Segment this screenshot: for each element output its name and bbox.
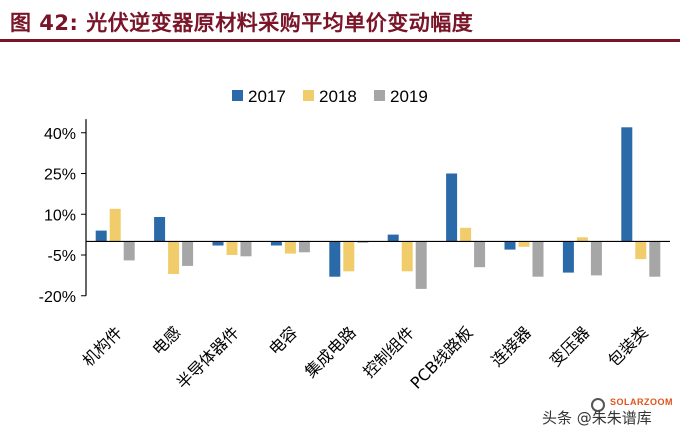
x-tick-label: 电容: [265, 323, 301, 359]
x-tick-label: PCB线路板: [407, 323, 477, 393]
bar-2017-9: [621, 127, 633, 242]
bar-2019-4: [357, 241, 369, 243]
bar-2019-6: [474, 241, 486, 268]
y-tick-label: -5%: [48, 248, 76, 265]
bar-2018-8: [576, 237, 588, 242]
bar-2017-0: [95, 230, 107, 242]
bar-2019-3: [298, 241, 310, 253]
legend-swatch-2019: [374, 90, 385, 101]
x-tick-label: 控制组件: [359, 323, 418, 382]
x-tick-label: 电感: [148, 323, 184, 359]
bar-2018-3: [284, 241, 296, 254]
bar-2018-2: [226, 241, 238, 255]
bar-2018-5: [401, 241, 413, 272]
bar-2017-8: [562, 241, 574, 273]
bar-2019-7: [532, 241, 544, 277]
x-tick-label: 机构件: [79, 323, 126, 370]
x-tick-label: 变压器: [546, 323, 593, 370]
legend-label-2019: 2019: [390, 87, 428, 106]
bar-2018-4: [343, 241, 355, 272]
watermark-text: 头条 @朱朱谱库: [542, 409, 652, 427]
title-bar: 图 42: 光伏逆变器原材料采购平均单价变动幅度: [0, 0, 680, 42]
bar-2019-2: [240, 241, 252, 257]
legend-label-2017: 2017: [248, 87, 286, 106]
bar-2018-0: [109, 208, 121, 242]
bar-2019-5: [415, 241, 427, 289]
bar-2019-8: [590, 241, 602, 276]
bar-2018-7: [518, 241, 530, 247]
bar-2019-9: [649, 241, 661, 277]
plot-area: [95, 127, 661, 289]
y-tick-label: 10%: [44, 207, 76, 224]
bar-2019-0: [123, 241, 135, 261]
y-tick-label: -20%: [39, 289, 76, 306]
bar-2017-4: [329, 241, 341, 277]
bar-2017-2: [212, 241, 224, 246]
page-title: 图 42: 光伏逆变器原材料采购平均单价变动幅度: [10, 11, 474, 35]
legend-label-2018: 2018: [319, 87, 357, 106]
x-tick-label: 半导体器件: [173, 323, 243, 393]
y-tick-label: 25%: [44, 167, 76, 184]
bar-2018-9: [635, 241, 647, 260]
legend: 2017 2018 2019: [232, 87, 428, 106]
x-tick-label: 连接器: [487, 323, 534, 370]
bar-2018-6: [460, 227, 472, 242]
bar-2017-7: [504, 241, 516, 250]
x-tick-label: 包装类: [604, 323, 651, 370]
y-tick-label: 40%: [44, 126, 76, 143]
bar-2017-5: [387, 234, 399, 242]
x-tick-label: 集成电路: [301, 323, 360, 382]
y-axis: 40% 25% 10% -5% -20%: [39, 119, 87, 306]
legend-swatch-2017: [232, 90, 243, 101]
watermark-logo: SOLARZOOM: [610, 397, 673, 407]
bar-2017-1: [154, 217, 166, 242]
bar-2017-3: [270, 241, 282, 246]
bar-2019-1: [182, 241, 194, 266]
watermark-camera-icon: [591, 398, 605, 412]
legend-swatch-2018: [303, 90, 314, 101]
bar-2018-1: [168, 241, 180, 274]
bar-2017-6: [446, 173, 458, 242]
